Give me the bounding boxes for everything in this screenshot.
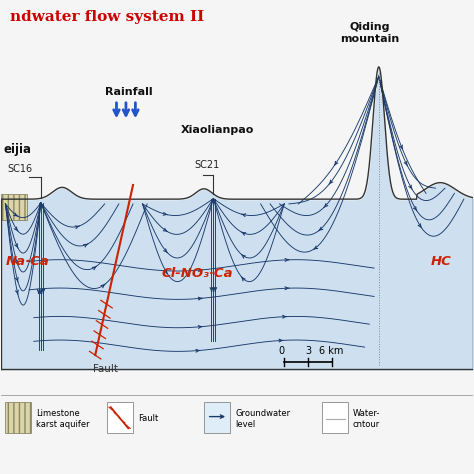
Bar: [204, 402, 230, 433]
Bar: [0, 194, 27, 220]
Text: Qiding
mountain: Qiding mountain: [340, 22, 399, 44]
Text: Xiaolianpao: Xiaolianpao: [180, 125, 254, 135]
Text: Rainfall: Rainfall: [105, 87, 152, 97]
Text: Fault: Fault: [138, 414, 158, 423]
Text: 6 km: 6 km: [319, 346, 344, 356]
Text: Limestone
karst aquifer: Limestone karst aquifer: [36, 409, 90, 428]
Text: Groundwater
level: Groundwater level: [235, 409, 290, 428]
Text: Na·Ca: Na·Ca: [5, 255, 49, 268]
Bar: [5, 402, 31, 433]
Text: Cl-NO₃·Ca: Cl-NO₃·Ca: [161, 267, 233, 280]
Text: ndwater flow system II: ndwater flow system II: [10, 10, 204, 24]
Text: HC: HC: [431, 255, 452, 268]
Text: 0: 0: [279, 346, 285, 356]
Bar: [107, 402, 133, 433]
Bar: [322, 402, 348, 433]
Text: Fault: Fault: [93, 364, 118, 374]
Text: eijia: eijia: [3, 143, 31, 156]
Text: SC16: SC16: [8, 164, 33, 174]
Text: SC21: SC21: [194, 160, 220, 170]
Text: 3: 3: [305, 346, 311, 356]
Text: Water-
cntour: Water- cntour: [353, 409, 380, 428]
